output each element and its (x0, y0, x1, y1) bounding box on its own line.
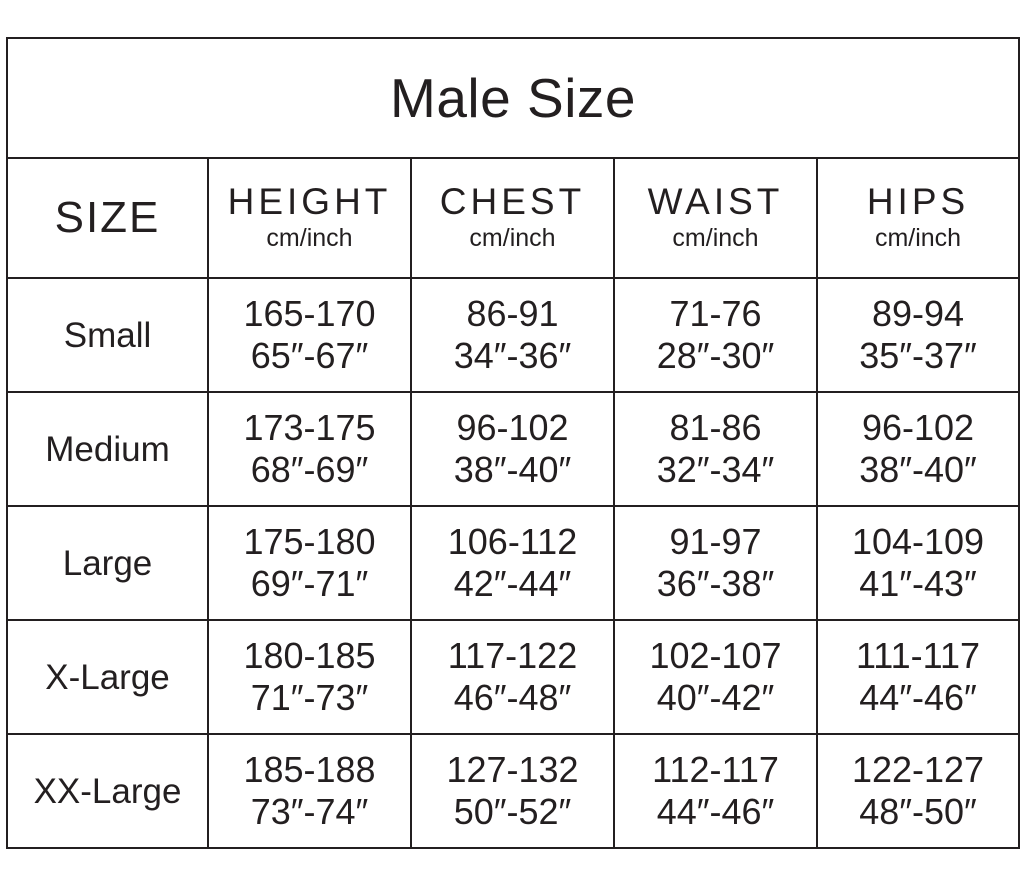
column-header-waist: WAIST cm/inch (613, 157, 818, 279)
column-header-hips: HIPS cm/inch (815, 157, 1021, 279)
cell-hips: 96-102 38″-40″ (815, 391, 1021, 507)
cell-hips: 104-109 41″-43″ (815, 505, 1021, 621)
cell-hips-inch: 48″-50″ (859, 791, 977, 832)
column-header-size: SIZE (6, 157, 209, 279)
cell-waist: 102-107 40″-42″ (613, 619, 818, 735)
cell-waist-inch: 32″-34″ (656, 449, 775, 490)
column-header-hips-unit: cm/inch (874, 224, 962, 253)
cell-hips: 89-94 35″-37″ (815, 277, 1021, 393)
cell-chest-cm: 117-122 (447, 634, 578, 676)
row-size-label-cell: XX-Large (6, 733, 209, 849)
cell-hips-inch: 44″-46″ (859, 677, 977, 718)
column-header-size-label: SIZE (54, 193, 161, 242)
cell-chest: 86-91 34″-36″ (410, 277, 615, 393)
cell-hips-inch: 35″-37″ (859, 335, 977, 376)
row-size-label: X-Large (45, 657, 170, 697)
cell-waist-cm: 112-117 (652, 748, 779, 790)
cell-hips: 122-127 48″-50″ (815, 733, 1021, 849)
cell-height: 173-175 68″-69″ (207, 391, 412, 507)
title-row: Male Size (5, 37, 1021, 159)
cell-hips-inch: 41″-43″ (859, 563, 977, 604)
cell-waist: 71-76 28″-30″ (613, 277, 818, 393)
cell-hips-cm: 96-102 (861, 406, 975, 448)
table-row: X-Large 180-185 71″-73″ 117-122 46″-48″ … (6, 619, 1021, 735)
table-row: Small 165-170 65″-67″ 86-91 34″-36″ 71-7… (6, 277, 1021, 393)
cell-waist-inch: 36″-38″ (656, 563, 775, 604)
row-size-label-cell: X-Large (6, 619, 209, 735)
chart-title: Male Size (5, 37, 1021, 159)
cell-height-inch: 65″-67″ (250, 335, 369, 376)
table-row: Medium 173-175 68″-69″ 96-102 38″-40″ 81… (6, 391, 1021, 507)
cell-hips: 111-117 44″-46″ (815, 619, 1021, 735)
cell-chest: 106-112 42″-44″ (410, 505, 615, 621)
cell-height-cm: 175-180 (243, 520, 376, 562)
cell-height-cm: 165-170 (243, 292, 376, 334)
cell-height-inch: 69″-71″ (250, 563, 369, 604)
column-header-height-label: HEIGHT (227, 181, 392, 223)
cell-chest-cm: 106-112 (447, 520, 578, 562)
cell-waist: 112-117 44″-46″ (613, 733, 818, 849)
cell-height: 175-180 69″-71″ (207, 505, 412, 621)
cell-chest-cm: 86-91 (466, 292, 559, 334)
cell-height-cm: 180-185 (243, 634, 376, 676)
cell-height: 180-185 71″-73″ (207, 619, 412, 735)
row-size-label: Large (62, 543, 153, 583)
header-row: SIZE HEIGHT cm/inch CHEST cm/inch WAIST … (6, 157, 1021, 279)
cell-chest-inch: 50″-52″ (453, 791, 572, 832)
cell-hips-cm: 122-127 (851, 748, 985, 790)
cell-waist-cm: 102-107 (649, 634, 782, 676)
cell-waist-inch: 44″-46″ (656, 791, 775, 832)
cell-waist-cm: 91-97 (669, 520, 762, 562)
cell-chest-inch: 38″-40″ (453, 449, 572, 490)
row-size-label: Medium (45, 429, 170, 469)
cell-hips-inch: 38″-40″ (859, 449, 977, 490)
cell-waist: 81-86 32″-34″ (613, 391, 818, 507)
cell-chest-inch: 34″-36″ (453, 335, 572, 376)
column-header-height-unit: cm/inch (266, 224, 353, 253)
cell-waist-cm: 81-86 (669, 406, 762, 448)
column-header-hips-label: HIPS (866, 181, 970, 223)
column-header-waist-label: WAIST (647, 181, 784, 223)
column-header-chest: CHEST cm/inch (410, 157, 615, 279)
row-size-label: XX-Large (33, 771, 182, 811)
cell-chest-inch: 46″-48″ (453, 677, 572, 718)
cell-hips-cm: 111-117 (855, 634, 981, 676)
cell-hips-cm: 104-109 (851, 520, 985, 562)
cell-chest-cm: 96-102 (456, 406, 569, 448)
cell-height-inch: 71″-73″ (250, 677, 369, 718)
column-header-waist-unit: cm/inch (672, 224, 759, 253)
column-header-height: HEIGHT cm/inch (207, 157, 412, 279)
column-header-chest-unit: cm/inch (469, 224, 556, 253)
cell-height: 165-170 65″-67″ (207, 277, 412, 393)
cell-waist-inch: 28″-30″ (656, 335, 775, 376)
cell-waist: 91-97 36″-38″ (613, 505, 818, 621)
row-size-label-cell: Small (6, 277, 209, 393)
cell-chest-cm: 127-132 (446, 748, 579, 790)
cell-chest: 96-102 38″-40″ (410, 391, 615, 507)
table-row: Large 175-180 69″-71″ 106-112 42″-44″ 91… (6, 505, 1021, 621)
table-row: XX-Large 185-188 73″-74″ 127-132 50″-52″… (6, 733, 1021, 849)
cell-chest: 117-122 46″-48″ (410, 619, 615, 735)
cell-waist-inch: 40″-42″ (656, 677, 775, 718)
cell-chest: 127-132 50″-52″ (410, 733, 615, 849)
row-size-label-cell: Medium (6, 391, 209, 507)
row-size-label-cell: Large (6, 505, 209, 621)
column-header-chest-label: CHEST (439, 181, 586, 223)
cell-height-inch: 73″-74″ (250, 791, 369, 832)
row-size-label: Small (63, 315, 152, 355)
male-size-table: Male Size SIZE HEIGHT cm/inch CHEST cm/i… (5, 37, 1021, 849)
cell-height: 185-188 73″-74″ (207, 733, 412, 849)
cell-height-cm: 173-175 (243, 406, 376, 448)
cell-waist-cm: 71-76 (669, 292, 762, 334)
cell-hips-cm: 89-94 (871, 292, 965, 334)
cell-chest-inch: 42″-44″ (453, 563, 572, 604)
cell-height-cm: 185-188 (243, 748, 376, 790)
cell-height-inch: 68″-69″ (250, 449, 369, 490)
